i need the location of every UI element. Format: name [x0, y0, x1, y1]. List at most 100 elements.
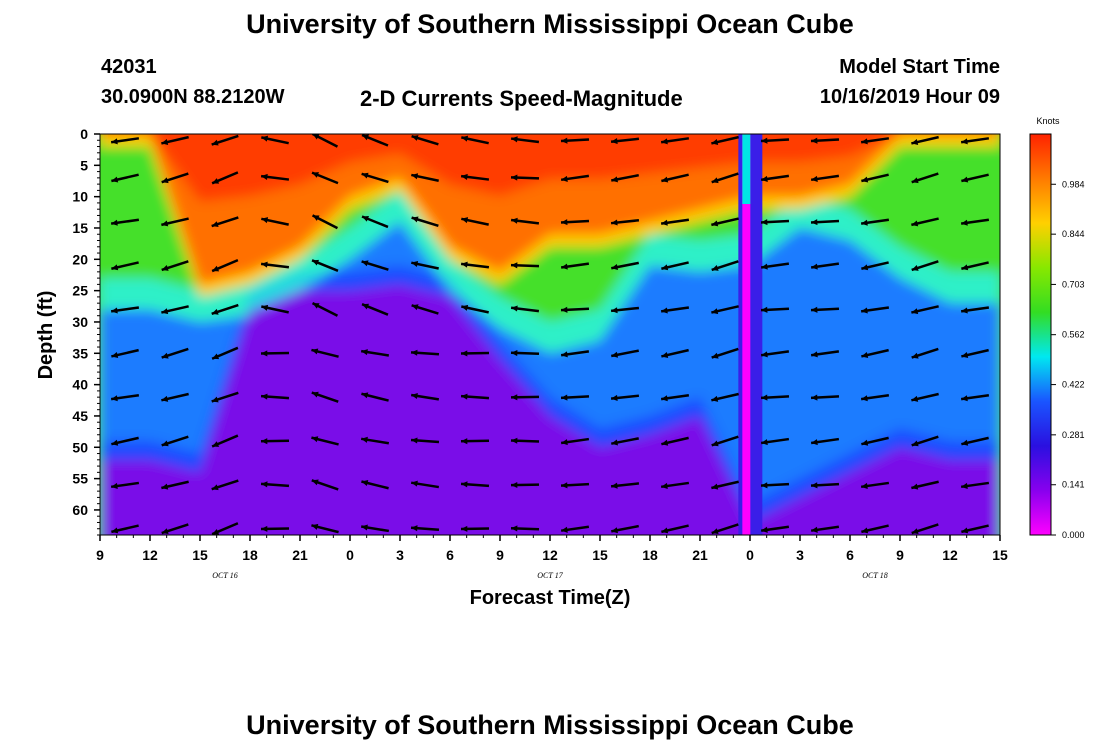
current-vector [510, 349, 540, 357]
vector-head [461, 135, 469, 142]
vector-head [411, 480, 418, 487]
vector-head [711, 308, 719, 315]
x-tick-label: 15 [992, 547, 1008, 563]
current-vector [461, 304, 489, 314]
vector-head [561, 482, 568, 489]
vector-head [361, 480, 369, 486]
vector-head [361, 172, 369, 179]
current-vector [610, 394, 640, 401]
vector-head [961, 352, 969, 358]
current-vector [760, 437, 790, 446]
vector-head [611, 176, 619, 183]
vector-head [661, 395, 668, 402]
current-vector [261, 217, 289, 226]
vector-head [611, 527, 619, 534]
current-vector [260, 261, 290, 269]
vector-head [461, 217, 469, 224]
x-tick-label: 12 [542, 547, 558, 563]
vector-head [711, 483, 719, 490]
vector-head [861, 482, 868, 489]
vector-head [261, 481, 268, 488]
vector-head [961, 219, 968, 226]
x-axis-title: Forecast Time(Z) [470, 587, 631, 609]
current-vector [111, 348, 139, 358]
current-vector [911, 217, 939, 227]
current-vector [660, 137, 690, 145]
vector-head [161, 352, 169, 359]
x-tick-label: 6 [446, 547, 454, 563]
heat-cyan-band [100, 190, 1000, 354]
current-vector [810, 525, 840, 533]
current-vector [760, 174, 790, 182]
vector-head [411, 437, 418, 444]
vector-head [861, 264, 869, 271]
current-vector [711, 135, 739, 145]
vector-head [111, 439, 119, 446]
x-tick-label: 18 [242, 547, 258, 563]
date-label: OCT 16 [212, 571, 237, 580]
current-vector [861, 173, 889, 183]
current-vector [810, 219, 840, 226]
current-vector [211, 391, 239, 403]
current-vector [810, 437, 840, 446]
vector-head [161, 139, 169, 145]
model-start-label: Model Start Time [839, 56, 1000, 78]
current-vector [861, 261, 889, 271]
current-vector [260, 481, 290, 488]
x-tick-label: 18 [642, 547, 658, 563]
current-vector [411, 173, 439, 182]
vector-head [611, 394, 618, 401]
vector-head [261, 393, 268, 400]
current-vector [361, 172, 389, 184]
vector-head [711, 528, 719, 535]
current-vector [510, 217, 540, 225]
vector-head [561, 526, 568, 533]
current-vector [311, 523, 339, 534]
vector-head [911, 177, 919, 184]
current-vector [911, 435, 939, 447]
date-label: OCT 17 [537, 571, 563, 580]
anomaly-magenta [742, 134, 751, 535]
vector-head [761, 175, 768, 182]
vector-head [911, 220, 919, 227]
current-vector [211, 134, 239, 146]
vector-head [261, 217, 269, 224]
vector-head [411, 135, 419, 141]
vector-head [111, 138, 118, 145]
vector-head [911, 440, 919, 447]
current-vector [611, 524, 639, 534]
vector-head [661, 176, 669, 183]
vector-head [311, 523, 319, 530]
vector-head [761, 526, 768, 533]
current-vector [460, 173, 490, 181]
current-vector [311, 171, 339, 185]
current-vector [560, 137, 590, 144]
current-vector [261, 135, 289, 145]
current-vector [510, 305, 540, 313]
vector-head [661, 307, 668, 314]
current-vector [711, 217, 739, 227]
current-vector [311, 348, 339, 358]
current-vector [861, 524, 889, 534]
heat-red-core [100, 134, 1000, 202]
current-vector [260, 438, 290, 445]
y-tick-label: 20 [72, 251, 88, 267]
vector-head [212, 353, 220, 360]
vector-head [761, 263, 768, 270]
vector-head [261, 304, 269, 311]
colorbar-tick-label: 0.281 [1062, 430, 1085, 440]
vector-head [911, 483, 919, 490]
vector-head [461, 438, 468, 445]
current-vector [260, 525, 290, 532]
colorbar-tick-label: 0.422 [1062, 380, 1085, 390]
vector-head [811, 175, 818, 182]
current-vector [211, 216, 239, 228]
x-tick-label: 12 [942, 547, 958, 563]
current-vector [911, 480, 939, 490]
current-vector [510, 136, 540, 144]
current-vector [510, 174, 540, 181]
current-vector [660, 218, 690, 226]
colorbar-tick-label: 0.844 [1062, 229, 1085, 239]
vector-head [511, 349, 518, 357]
current-vector [110, 393, 140, 402]
